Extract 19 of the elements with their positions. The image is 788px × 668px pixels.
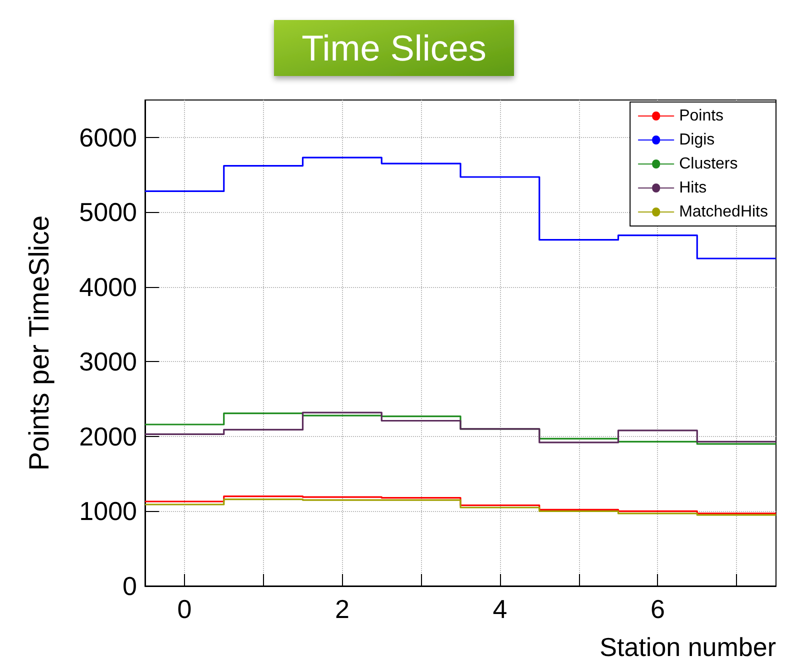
y-axis-title: Points per TimeSlice: [24, 215, 54, 471]
y-tick-label: 4000: [79, 272, 137, 302]
x-tick-label: 6: [650, 594, 665, 624]
x-tick-label: 0: [177, 594, 192, 624]
chart-title: Time Slices: [302, 28, 486, 68]
y-tick-label: 6000: [79, 122, 137, 152]
x-tick-label: 4: [492, 594, 508, 624]
legend-label: Points: [679, 108, 724, 124]
y-tick-label: 5000: [79, 197, 137, 228]
legend-label: Clusters: [679, 156, 738, 172]
y-tick-label: 1000: [79, 496, 137, 526]
x-axis-title: Station number: [600, 632, 776, 662]
y-tick-label: 0: [122, 571, 137, 601]
y-tick-label: 3000: [79, 346, 137, 377]
y-tick-label: 2000: [79, 421, 137, 452]
x-tick-label: 2: [334, 594, 350, 624]
legend-label: Hits: [679, 180, 707, 196]
legend-label: Digis: [679, 132, 715, 148]
legend-label: MatchedHits: [679, 204, 768, 220]
